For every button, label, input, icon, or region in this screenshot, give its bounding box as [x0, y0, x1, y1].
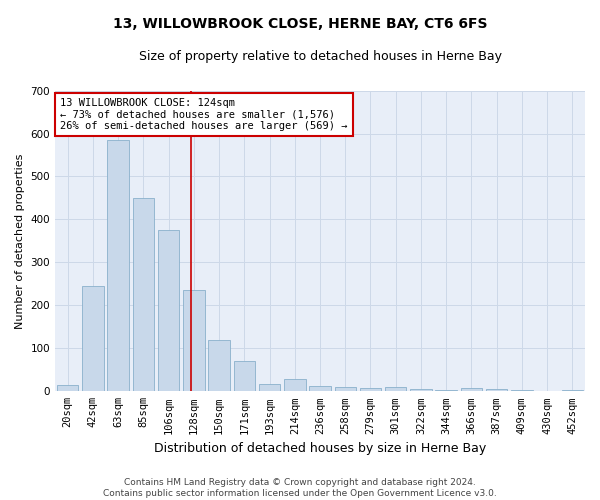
Bar: [309, 386, 331, 392]
Bar: [57, 385, 79, 392]
Bar: [385, 387, 406, 392]
Bar: [284, 380, 305, 392]
Bar: [259, 384, 280, 392]
Bar: [511, 390, 533, 392]
Y-axis label: Number of detached properties: Number of detached properties: [15, 153, 25, 328]
Bar: [335, 387, 356, 392]
Bar: [107, 140, 129, 392]
Text: Contains HM Land Registry data © Crown copyright and database right 2024.
Contai: Contains HM Land Registry data © Crown c…: [103, 478, 497, 498]
Bar: [461, 388, 482, 392]
X-axis label: Distribution of detached houses by size in Herne Bay: Distribution of detached houses by size …: [154, 442, 486, 455]
Text: 13 WILLOWBROOK CLOSE: 124sqm
← 73% of detached houses are smaller (1,576)
26% of: 13 WILLOWBROOK CLOSE: 124sqm ← 73% of de…: [61, 98, 348, 132]
Bar: [486, 389, 508, 392]
Bar: [82, 286, 104, 392]
Bar: [133, 198, 154, 392]
Bar: [233, 361, 255, 392]
Title: Size of property relative to detached houses in Herne Bay: Size of property relative to detached ho…: [139, 50, 502, 63]
Text: 13, WILLOWBROOK CLOSE, HERNE BAY, CT6 6FS: 13, WILLOWBROOK CLOSE, HERNE BAY, CT6 6F…: [113, 18, 487, 32]
Bar: [183, 290, 205, 392]
Bar: [410, 389, 431, 392]
Bar: [360, 388, 381, 392]
Bar: [208, 340, 230, 392]
Bar: [562, 390, 583, 392]
Bar: [158, 230, 179, 392]
Bar: [436, 390, 457, 392]
